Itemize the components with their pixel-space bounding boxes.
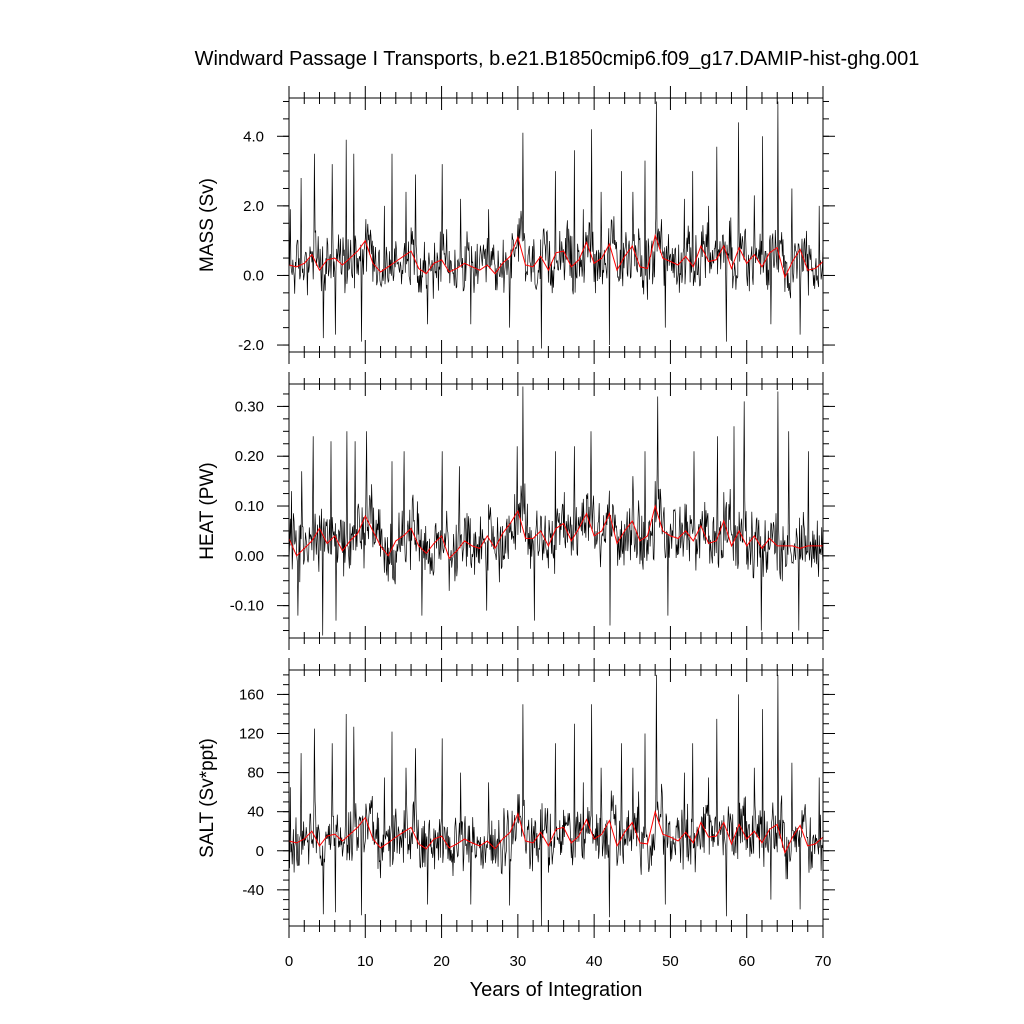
x-tick-label: 20	[433, 953, 450, 970]
y-tick-label: 80	[247, 765, 264, 782]
y-tick-label: 40	[247, 804, 264, 821]
plot-frame	[288, 669, 824, 927]
panel-2: -0.10 0.00 0.10 0.20 0.30 HEAT (PW)	[197, 372, 835, 650]
panel-1: -2.0 0.0 2.0 4.0 MASS (Sv)	[197, 86, 835, 364]
y-tick-label: 160	[239, 686, 264, 703]
plot-frame	[288, 97, 824, 353]
y-axis-label: HEAT (PW)	[197, 462, 218, 559]
x-tick-label: 50	[662, 953, 679, 970]
y-tick-label: 0.30	[235, 398, 264, 415]
monthly-series-line	[288, 101, 824, 349]
y-tick-label: 0.20	[235, 448, 264, 465]
x-tick-label: 60	[738, 953, 755, 970]
plot-frame	[288, 383, 824, 639]
x-axis-label: Years of Integration	[470, 979, 643, 1001]
y-tick-label: -0.10	[230, 598, 264, 615]
annual-mean-line	[288, 233, 824, 279]
y-tick-label: 120	[239, 726, 264, 743]
panels: -2.0 0.0 2.0 4.0 MASS (Sv) -0.10 0.00 0.10 0.20 0…	[197, 86, 835, 970]
panel-3: -40 0 40 80 120 160 SALT (Sv*ppt)	[197, 658, 835, 938]
x-tick-label: 10	[357, 953, 374, 970]
x-tick-label: 70	[815, 953, 832, 970]
y-tick-label: -40	[242, 882, 264, 899]
y-tick-label: 0.10	[235, 498, 264, 515]
x-tick-label: 0	[285, 953, 293, 970]
x-tick-label: 40	[586, 953, 603, 970]
y-tick-label: 0.0	[243, 267, 264, 284]
y-axis-label: SALT (Sv*ppt)	[197, 738, 218, 858]
y-tick-label: -2.0	[238, 337, 264, 354]
y-axis-label: MASS (Sv)	[197, 178, 218, 272]
chart-title: Windward Passage I Transports, b.e21.B18…	[195, 48, 920, 70]
y-tick-label: 2.0	[243, 198, 264, 215]
y-tick-label: 0	[256, 843, 264, 860]
y-tick-label: 4.0	[243, 128, 264, 145]
annual-mean-line	[288, 504, 823, 560]
monthly-series-line	[288, 386, 824, 636]
monthly-series-line	[288, 674, 824, 927]
annual-mean-line	[288, 809, 824, 855]
y-tick-label: 0.00	[235, 548, 264, 565]
x-tick-label: 30	[510, 953, 527, 970]
